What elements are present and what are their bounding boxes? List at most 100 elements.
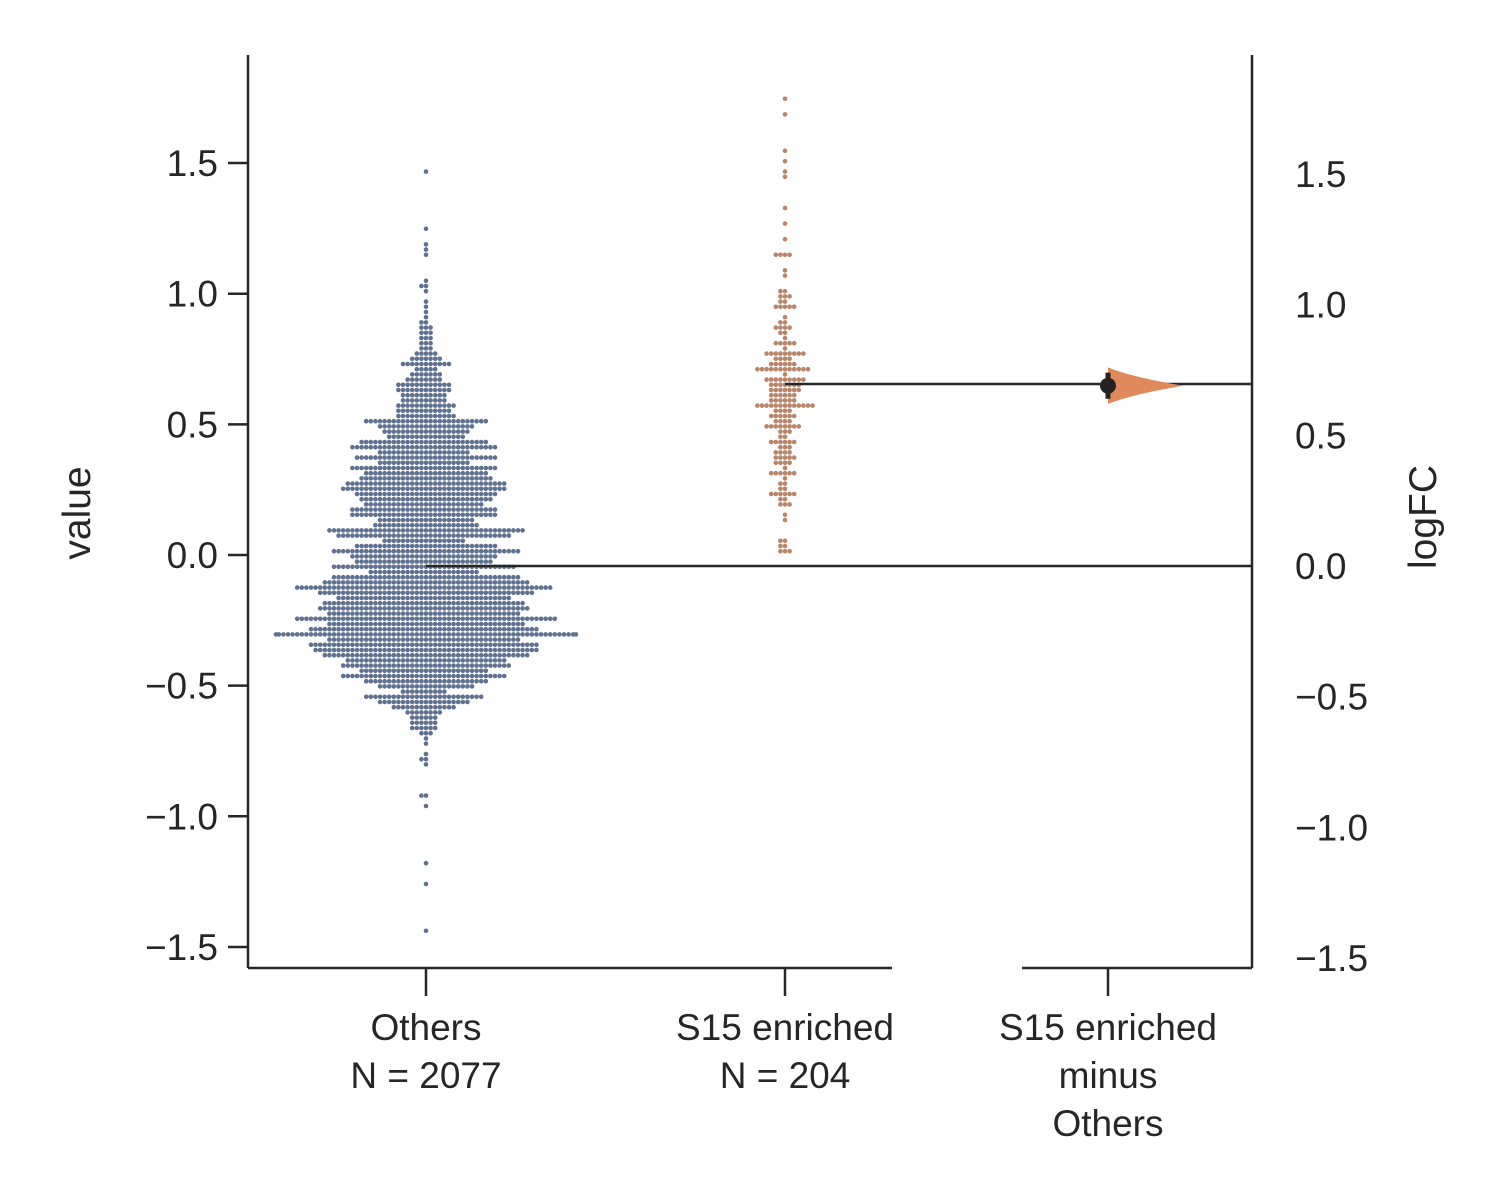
y-tick-label: 0.5 <box>167 404 218 445</box>
data-point-others <box>405 424 410 429</box>
data-point-others <box>432 658 438 663</box>
data-point-others <box>359 528 364 533</box>
data-point-others <box>534 642 539 648</box>
data-point-others <box>386 673 392 679</box>
data-point-others <box>350 512 355 518</box>
data-point-s15 <box>805 403 811 408</box>
data-point-s15 <box>768 361 774 367</box>
data-point-others <box>359 476 364 481</box>
data-point-others <box>446 424 452 429</box>
data-point-others <box>317 616 323 622</box>
data-point-others <box>465 632 470 637</box>
data-point-others <box>469 694 475 700</box>
data-point-others <box>478 590 484 596</box>
data-point-others <box>409 465 415 471</box>
data-point-others <box>340 580 346 585</box>
data-point-s15 <box>782 517 788 523</box>
data-point-others <box>469 424 475 429</box>
data-point-others <box>391 684 397 689</box>
data-point-others <box>414 725 420 731</box>
data-point-others <box>478 418 484 424</box>
data-point-others <box>478 455 484 460</box>
data-point-others <box>460 569 466 575</box>
data-point-others <box>506 611 512 616</box>
data-point-others <box>382 574 387 580</box>
data-point-others <box>469 512 475 518</box>
data-point-others <box>488 658 493 663</box>
data-point-s15 <box>782 288 788 294</box>
data-point-others <box>414 439 420 445</box>
data-point-others <box>442 444 447 450</box>
data-point-others <box>423 169 429 174</box>
data-point-others <box>437 533 443 538</box>
data-point-others <box>455 528 461 533</box>
data-point-others <box>460 678 466 684</box>
data-point-others <box>506 632 512 637</box>
y-tick-label: −1.0 <box>145 796 218 837</box>
data-point-s15 <box>782 548 788 554</box>
data-point-others <box>414 392 420 398</box>
data-point-others <box>386 663 392 668</box>
category-label-diff-1: S15 enriched <box>999 1007 1217 1048</box>
data-point-others <box>442 663 447 668</box>
data-point-others <box>455 517 461 523</box>
data-point-others <box>414 715 420 720</box>
data-point-others <box>492 642 498 648</box>
data-point-others <box>391 522 397 528</box>
y-tick-label: −0.5 <box>145 666 218 707</box>
data-point-others <box>451 460 456 466</box>
data-point-others <box>363 694 369 700</box>
data-point-others <box>377 418 383 424</box>
data-point-others <box>478 481 484 486</box>
data-point-others <box>432 616 438 622</box>
data-point-others <box>419 704 424 710</box>
data-point-others <box>373 444 378 450</box>
data-point-others <box>345 611 351 616</box>
data-point-others <box>506 663 512 668</box>
data-point-s15 <box>801 351 806 356</box>
data-point-others <box>483 455 489 460</box>
data-point-s15 <box>782 434 788 440</box>
data-point-others <box>354 444 360 450</box>
data-point-others <box>437 356 443 362</box>
data-point-others <box>437 486 443 492</box>
data-point-s15 <box>787 413 792 419</box>
data-point-others <box>336 590 341 596</box>
data-point-others <box>465 481 470 486</box>
data-point-others <box>474 533 479 538</box>
data-point-others <box>469 548 475 554</box>
data-point-others <box>414 559 420 564</box>
data-point-others <box>497 658 502 663</box>
data-point-others <box>382 418 387 424</box>
data-point-others <box>322 652 328 658</box>
data-point-others <box>336 585 341 590</box>
data-point-s15 <box>782 372 788 377</box>
data-point-others <box>428 559 433 564</box>
data-point-others <box>409 408 415 414</box>
data-point-others <box>547 616 553 622</box>
data-point-others <box>474 606 479 611</box>
data-point-others <box>506 621 512 627</box>
data-point-others <box>465 429 470 434</box>
data-point-others <box>497 626 502 632</box>
data-point-others <box>437 543 443 549</box>
data-point-others <box>423 413 429 419</box>
data-point-others <box>414 481 420 486</box>
data-point-others <box>386 658 392 663</box>
y2-tick-label: −1.5 <box>1295 938 1368 979</box>
data-point-others <box>419 642 424 648</box>
data-point-others <box>515 632 521 637</box>
data-point-others <box>409 632 415 637</box>
data-point-others <box>423 600 429 606</box>
category-label-diff-3: Others <box>1052 1103 1163 1144</box>
data-point-others <box>423 486 429 492</box>
data-point-others <box>396 668 401 674</box>
data-point-others <box>437 616 443 622</box>
data-point-others <box>350 642 355 648</box>
data-point-others <box>405 699 410 705</box>
data-point-others <box>400 450 406 455</box>
data-point-others <box>423 226 429 232</box>
data-point-others <box>483 616 489 622</box>
data-point-others <box>373 554 378 559</box>
data-point-others <box>359 507 364 512</box>
